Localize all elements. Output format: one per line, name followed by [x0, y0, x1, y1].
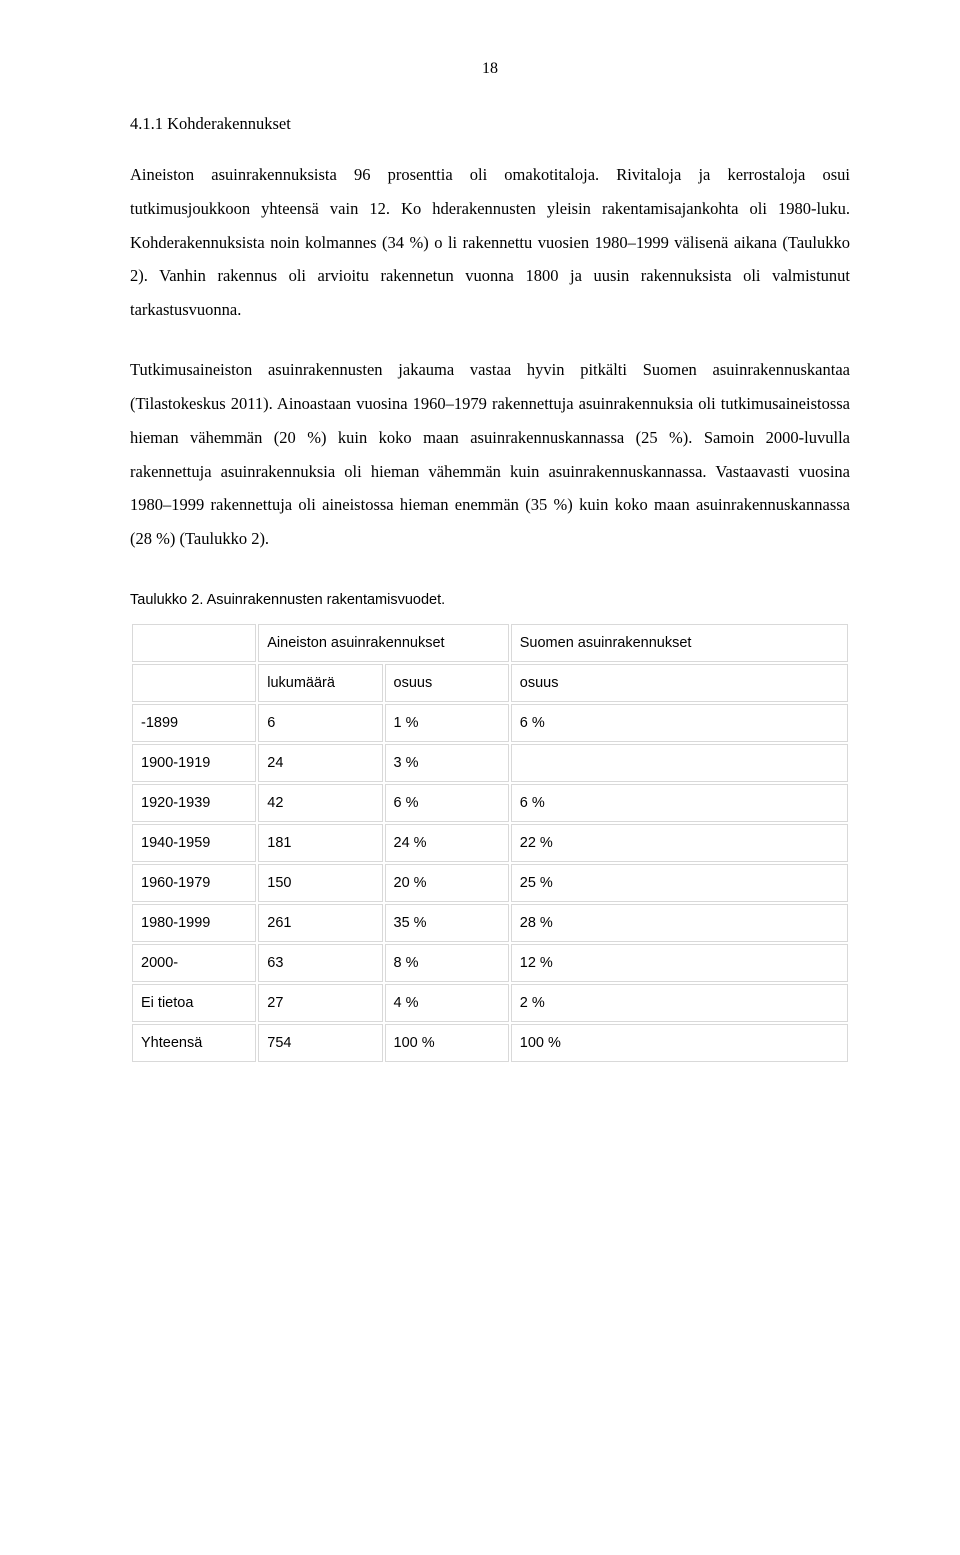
table-header-group-b: Suomen asuinrakennukset [511, 624, 848, 662]
row-count: 261 [258, 904, 382, 942]
row-label: 2000- [132, 944, 256, 982]
row-label: Ei tietoa [132, 984, 256, 1022]
page: 18 4.1.1 Kohderakennukset Aineiston asui… [0, 0, 960, 1555]
table-header-count: lukumäärä [258, 664, 382, 702]
row-count: 63 [258, 944, 382, 982]
paragraph-1: Aineiston asuinrakennuksista 96 prosentt… [130, 158, 850, 327]
row-share-a: 8 % [385, 944, 509, 982]
row-share-b: 28 % [511, 904, 848, 942]
row-label: Yhteensä [132, 1024, 256, 1062]
row-share-a: 100 % [385, 1024, 509, 1062]
data-table: Aineiston asuinrakennukset Suomen asuinr… [130, 622, 850, 1064]
row-share-b: 100 % [511, 1024, 848, 1062]
row-count: 27 [258, 984, 382, 1022]
row-count: 6 [258, 704, 382, 742]
table-row: 1920-1939 42 6 % 6 % [132, 784, 848, 822]
table-header-share-a: osuus [385, 664, 509, 702]
row-count: 42 [258, 784, 382, 822]
table-row: 1940-1959 181 24 % 22 % [132, 824, 848, 862]
page-number: 18 [130, 60, 850, 78]
row-share-b: 12 % [511, 944, 848, 982]
row-label: 1960-1979 [132, 864, 256, 902]
table-header-group-a: Aineiston asuinrakennukset [258, 624, 509, 662]
table-row: -1899 6 1 % 6 % [132, 704, 848, 742]
table-row: 1980-1999 261 35 % 28 % [132, 904, 848, 942]
row-label: -1899 [132, 704, 256, 742]
table-header-blank [132, 624, 256, 662]
table-header-blank-2 [132, 664, 256, 702]
table-row: Ei tietoa 27 4 % 2 % [132, 984, 848, 1022]
table-header-row-1: Aineiston asuinrakennukset Suomen asuinr… [132, 624, 848, 662]
row-count: 754 [258, 1024, 382, 1062]
row-share-b: 22 % [511, 824, 848, 862]
row-share-b: 6 % [511, 704, 848, 742]
row-label: 1940-1959 [132, 824, 256, 862]
table-header-row-2: lukumäärä osuus osuus [132, 664, 848, 702]
row-share-a: 3 % [385, 744, 509, 782]
table-row: Yhteensä 754 100 % 100 % [132, 1024, 848, 1062]
row-label: 1900-1919 [132, 744, 256, 782]
paragraph-2: Tutkimusaineiston asuinrakennusten jakau… [130, 353, 850, 556]
row-label: 1980-1999 [132, 904, 256, 942]
table-row: 2000- 63 8 % 12 % [132, 944, 848, 982]
row-share-a: 6 % [385, 784, 509, 822]
row-share-b: 2 % [511, 984, 848, 1022]
row-label: 1920-1939 [132, 784, 256, 822]
section-heading: 4.1.1 Kohderakennukset [130, 114, 850, 134]
table-caption: Taulukko 2. Asuinrakennusten rakentamisv… [130, 592, 850, 608]
row-count: 181 [258, 824, 382, 862]
row-share-b [511, 744, 848, 782]
row-share-a: 4 % [385, 984, 509, 1022]
row-count: 150 [258, 864, 382, 902]
row-share-b: 6 % [511, 784, 848, 822]
row-count: 24 [258, 744, 382, 782]
row-share-a: 1 % [385, 704, 509, 742]
row-share-b: 25 % [511, 864, 848, 902]
table-row: 1960-1979 150 20 % 25 % [132, 864, 848, 902]
row-share-a: 35 % [385, 904, 509, 942]
table-header-share-b: osuus [511, 664, 848, 702]
row-share-a: 20 % [385, 864, 509, 902]
table-row: 1900-1919 24 3 % [132, 744, 848, 782]
row-share-a: 24 % [385, 824, 509, 862]
